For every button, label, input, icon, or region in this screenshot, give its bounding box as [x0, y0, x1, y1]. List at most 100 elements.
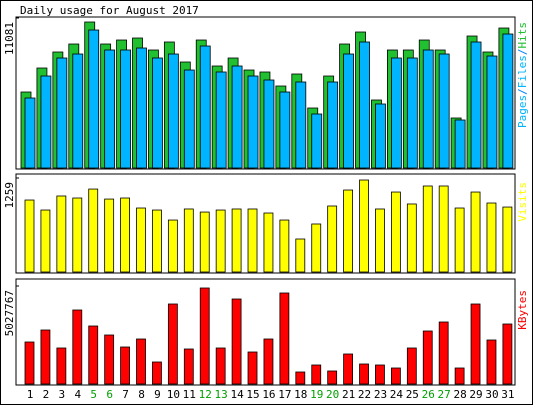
bar	[327, 81, 339, 169]
bar	[215, 209, 226, 273]
bar	[343, 353, 354, 385]
bar	[247, 208, 258, 273]
bar	[390, 57, 402, 169]
bar	[152, 209, 162, 273]
y-tick-label: 1259	[3, 182, 16, 209]
bar	[470, 191, 481, 273]
x-tick-label: 25	[406, 388, 419, 401]
x-tick-label: 31	[501, 388, 514, 401]
bar	[152, 57, 163, 169]
label-part: Pages	[516, 95, 529, 128]
bar	[247, 351, 258, 385]
x-tick-label: 30	[485, 388, 498, 401]
bar	[486, 339, 497, 385]
bar	[454, 367, 465, 385]
x-tick-label: 4	[74, 388, 81, 401]
bar	[167, 53, 179, 169]
bar	[343, 53, 355, 169]
bar	[183, 348, 194, 385]
x-tick-label: 5	[90, 388, 97, 401]
series-label: Visits	[516, 182, 529, 222]
x-tick-label: 1	[27, 388, 34, 401]
x-tick-label: 7	[122, 388, 129, 401]
x-tick-label: 12	[199, 388, 212, 401]
bar	[502, 33, 514, 169]
bar	[279, 91, 291, 169]
x-tick-label: 27	[438, 388, 451, 401]
bar	[438, 321, 449, 385]
series-label: Pages/Files/Hits	[516, 22, 529, 128]
x-tick-label: 16	[262, 388, 275, 401]
bar	[422, 49, 434, 169]
bar	[199, 211, 210, 273]
bar	[359, 41, 370, 169]
bar	[56, 57, 68, 169]
bar	[406, 347, 417, 385]
bar	[104, 49, 116, 169]
bar	[167, 303, 178, 385]
label-part: /	[516, 49, 529, 56]
x-tick-label: 17	[278, 388, 291, 401]
bar	[199, 45, 211, 169]
bar	[295, 81, 307, 169]
bar	[40, 209, 51, 273]
bar	[88, 325, 99, 385]
bar	[375, 208, 385, 273]
bar	[72, 53, 84, 169]
bar	[295, 238, 306, 273]
bar	[24, 341, 35, 385]
bar	[136, 207, 146, 273]
bar	[486, 202, 497, 273]
bar	[104, 198, 115, 273]
bar	[167, 219, 178, 273]
x-tick-label: 10	[167, 388, 180, 401]
bar	[327, 370, 338, 385]
x-tick-label: 23	[374, 388, 387, 401]
chart-title: Daily usage for August 2017	[20, 4, 199, 17]
bar	[375, 364, 385, 385]
bar	[24, 199, 35, 273]
bar	[231, 65, 243, 169]
bar	[88, 29, 100, 169]
bar	[136, 338, 146, 385]
bar	[279, 292, 290, 385]
bar	[438, 53, 450, 169]
x-tick-label: 24	[390, 388, 404, 401]
bar	[406, 57, 418, 169]
y-tick-label: 5027767	[3, 290, 16, 336]
label-part: Hits	[516, 22, 529, 49]
bar	[390, 367, 401, 385]
x-tick-label: 18	[294, 388, 307, 401]
bar	[88, 188, 99, 273]
bar	[486, 55, 498, 169]
bar	[311, 223, 322, 273]
bar	[183, 69, 195, 169]
bar	[215, 347, 226, 385]
label-part: Files	[516, 55, 529, 88]
bar	[375, 103, 386, 169]
x-tick-label: 14	[230, 388, 244, 401]
bar	[183, 208, 194, 273]
y-tick-label: 11081	[3, 22, 16, 55]
bar	[72, 309, 83, 385]
x-tick-label: 28	[453, 388, 466, 401]
bar	[247, 75, 259, 169]
bar	[327, 205, 338, 273]
bar	[24, 97, 36, 169]
bar	[454, 207, 465, 273]
bar	[263, 79, 275, 169]
bar	[359, 179, 369, 273]
x-tick-label: 19	[310, 388, 323, 401]
bar	[120, 49, 131, 169]
label-part: Visits	[516, 182, 529, 222]
bar	[502, 323, 513, 385]
x-tick-label: 22	[358, 388, 371, 401]
bar	[231, 208, 242, 273]
label-part: /	[516, 88, 529, 95]
x-tick-label: 2	[43, 388, 50, 401]
bar	[502, 206, 513, 273]
bar	[104, 334, 115, 385]
bar	[40, 329, 51, 385]
